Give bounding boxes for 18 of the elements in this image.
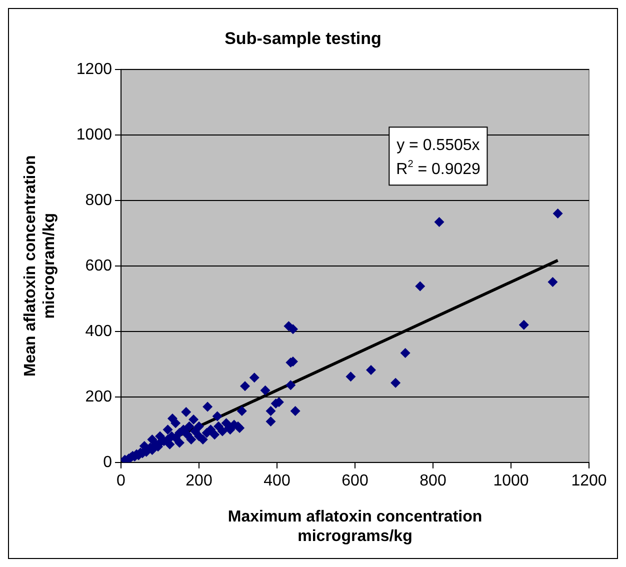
y-tick-label: 400 <box>85 322 112 340</box>
x-tick-label: 0 <box>116 472 126 490</box>
x-axis-title: Maximum aflatoxin concentration micrograms/kg <box>228 508 482 545</box>
y-axis-title: Mean aflatoxin concentration microgram/kg <box>22 155 58 377</box>
x-tick-label: 800 <box>420 472 446 490</box>
x-tick-label: 1000 <box>493 472 529 490</box>
x-tick-label: 200 <box>186 472 212 490</box>
x-tick-label: 1200 <box>571 472 607 490</box>
y-tick-label: 1200 <box>76 60 112 78</box>
y-tick-label: 0 <box>103 454 112 471</box>
y-tick-label: 200 <box>85 388 112 406</box>
y-tick-label: 800 <box>85 192 112 209</box>
y-tick-label: 1000 <box>76 126 112 144</box>
y-tick-label: 600 <box>85 257 112 274</box>
x-tick-label: 600 <box>342 472 368 490</box>
annotation: y = 0.5505x <box>396 137 480 154</box>
chart-title: Sub-sample testing <box>224 28 382 48</box>
x-tick-label: 400 <box>264 472 290 490</box>
